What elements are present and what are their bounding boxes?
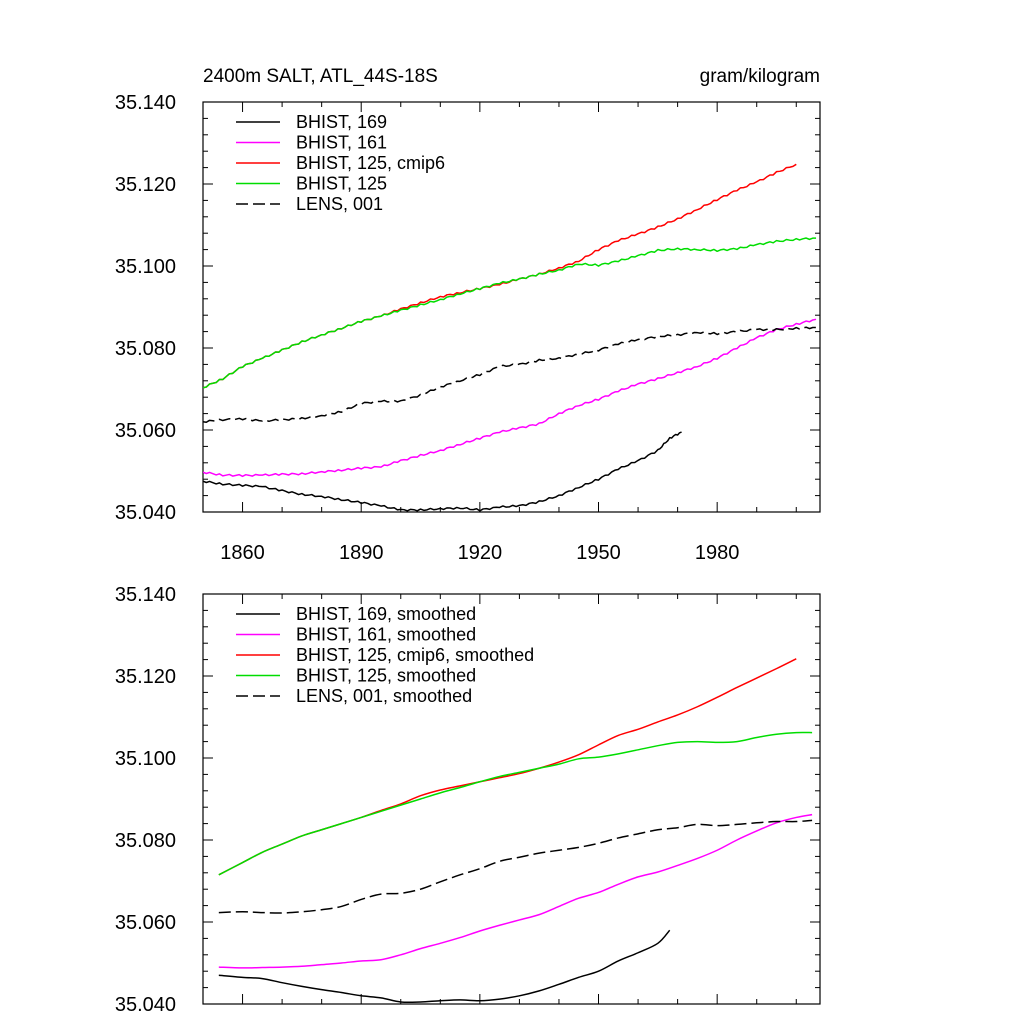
bottom-series-line-1 <box>218 929 671 1004</box>
bottom-y-tick-label: 35.140 <box>115 584 176 606</box>
top-series-line-4 <box>203 237 817 389</box>
bottom-y-tick-label: 35.120 <box>115 666 176 688</box>
bottom-legend-label: BHIST, 169, smoothed <box>296 604 476 624</box>
bottom-panel: 35.040 35.060 35.080 35.100 35.120 35.140 BHIS… <box>115 584 821 1016</box>
top-plot-frame <box>202 101 821 513</box>
bottom-legend-label: LENS, 001, smoothed <box>296 686 472 706</box>
top-y-tick-label: 35.120 <box>115 174 176 196</box>
top-x-tick-label: 1860 <box>220 542 265 564</box>
top-legend-label: LENS, 001 <box>296 194 383 214</box>
bottom-plot-frame <box>202 593 821 1005</box>
top-y-tick-label: 35.060 <box>115 420 176 442</box>
bottom-series-line-5 <box>218 819 813 914</box>
top-y-tick-label: 35.080 <box>115 338 176 360</box>
top-legend-label: BHIST, 125, cmip6 <box>296 153 445 173</box>
top-series-line-2 <box>203 318 817 478</box>
bottom-legend-label: BHIST, 125, cmip6, smoothed <box>296 645 534 665</box>
bottom-y-tick-label: 35.080 <box>115 830 176 852</box>
top-legend-label: BHIST, 169 <box>296 112 387 132</box>
top-units: gram/kilogram <box>700 66 820 87</box>
bottom-series-line-2 <box>218 813 813 969</box>
bottom-legend-label: BHIST, 125, smoothed <box>296 666 476 686</box>
top-y-tick-label: 35.140 <box>115 92 176 114</box>
bottom-legend-label: BHIST, 161, smoothed <box>296 625 476 645</box>
bottom-series-group <box>218 658 813 1004</box>
top-series-line-5 <box>203 326 817 423</box>
top-y-tick-label: 35.100 <box>115 256 176 278</box>
top-series-line-3 <box>203 163 797 389</box>
bottom-y-tick-label: 35.060 <box>115 912 176 934</box>
top-title: 2400m SALT, ATL_44S-18S <box>203 66 438 87</box>
top-legend-label: BHIST, 161 <box>296 133 387 153</box>
bottom-series-line-4 <box>218 731 813 876</box>
top-x-tick-label: 1890 <box>339 542 384 564</box>
bottom-y-tick-label: 35.100 <box>115 748 176 770</box>
top-panel: 2400m SALT, ATL_44S-18S gram/kilogram 35… <box>115 66 821 564</box>
top-x-tick-label: 1980 <box>695 542 740 564</box>
top-legend-label: BHIST, 125 <box>296 174 387 194</box>
top-series-group <box>203 163 817 512</box>
top-x-tick-label: 1950 <box>576 542 621 564</box>
top-series-line-1 <box>203 431 682 512</box>
top-y-tick-label: 35.040 <box>115 502 176 524</box>
top-x-tick-label: 1920 <box>458 542 503 564</box>
bottom-y-tick-label: 35.040 <box>115 994 176 1016</box>
